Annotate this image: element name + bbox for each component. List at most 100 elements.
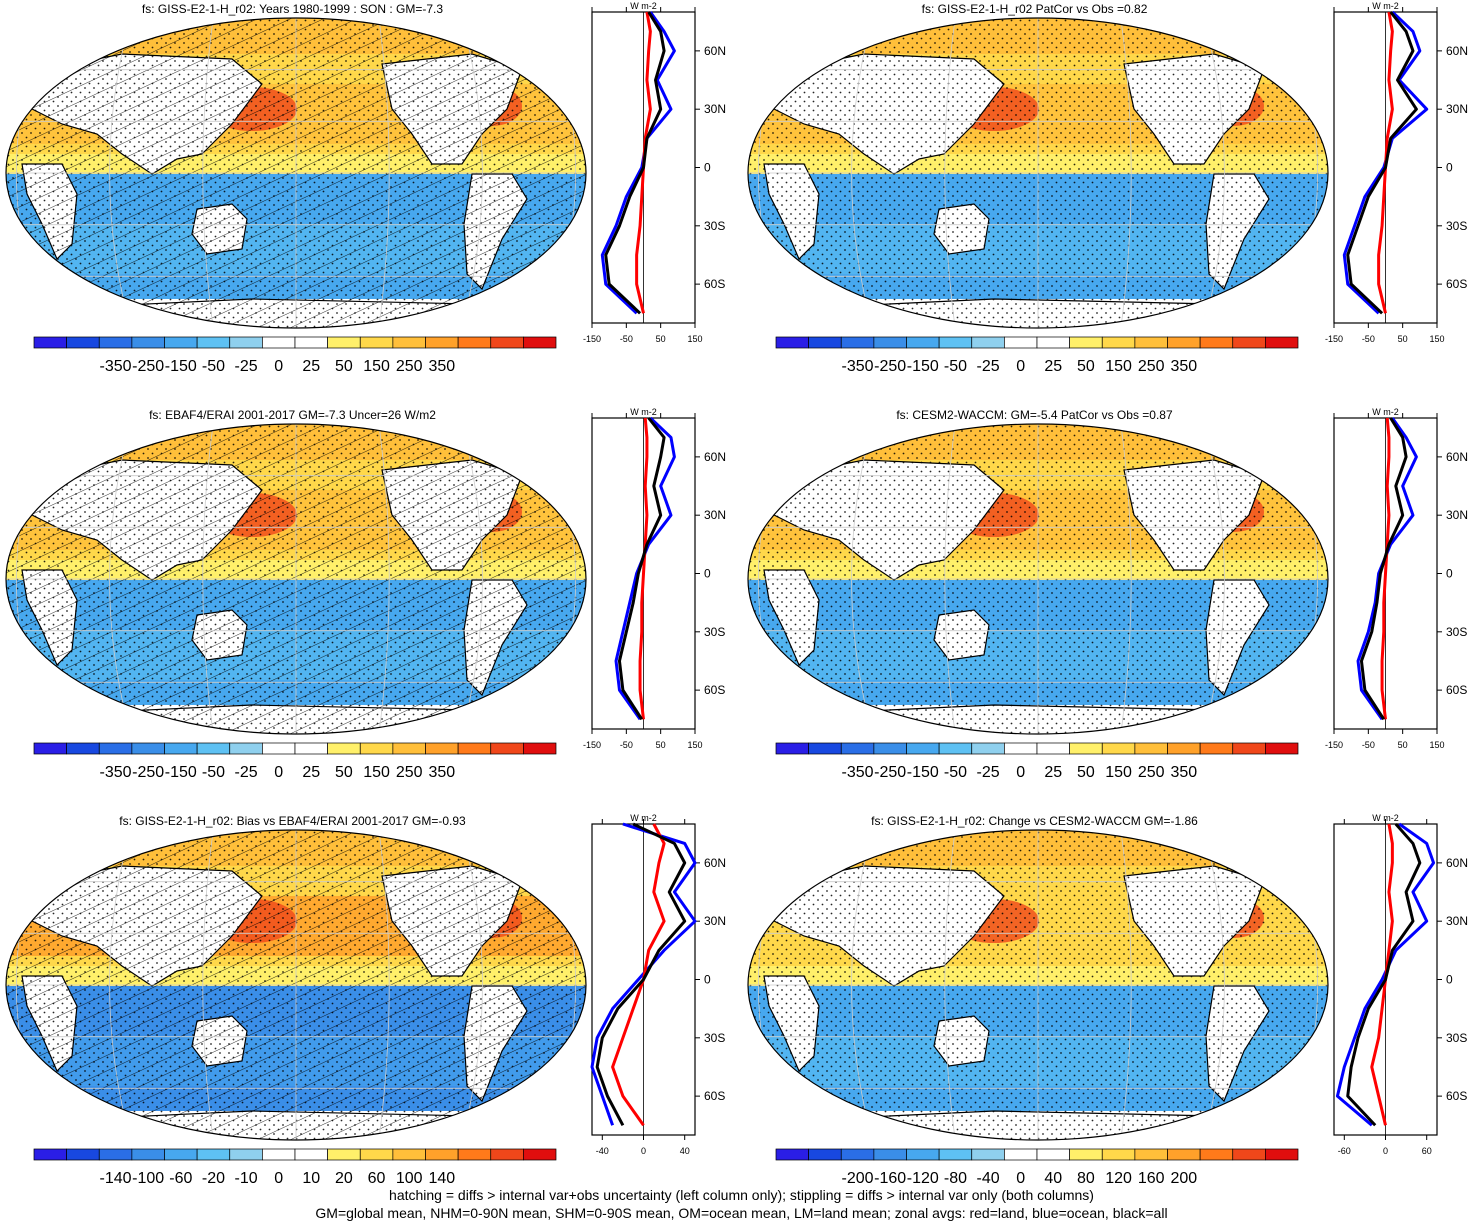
- zonal-ytick-label: 60N: [704, 44, 726, 58]
- colorbar-tick-label: 20: [335, 1170, 353, 1187]
- colorbar-cell: [1036, 1148, 1070, 1161]
- colorbar-cell: [425, 742, 459, 755]
- colorbar-cell: [131, 336, 165, 349]
- colorbar-cell: [164, 1148, 198, 1161]
- colorbar-tick-label: 250: [396, 764, 423, 781]
- colorbar-tick-label: -50: [202, 764, 225, 781]
- world-map: [5, 829, 587, 1141]
- world-map: [747, 423, 1329, 735]
- colorbar: -350 -250 -150 -50 -25 0 25 50 150 250 350: [775, 336, 1299, 375]
- zonal-xtick-label: 50: [1398, 334, 1408, 344]
- graticule-lon: [851, 424, 873, 734]
- colorbar-tick-label: 0: [274, 764, 283, 781]
- colorbar-cell: [775, 1148, 809, 1161]
- colorbar-cell: [1101, 1148, 1136, 1161]
- colorbar-cell: [164, 742, 198, 755]
- colorbar-cell: [873, 336, 907, 349]
- zonal-ytick-label: 60S: [1446, 683, 1467, 697]
- zonal-xtick-label: 50: [1398, 740, 1408, 750]
- zonal-line-all: [595, 822, 687, 1126]
- zonal-xtick-label: 150: [687, 740, 702, 750]
- panel-title: fs: GISS-E2-1-H_r02 PatCor vs Obs =0.82: [921, 2, 1148, 16]
- zonal-line-all: [604, 11, 666, 315]
- colorbar-cell: [196, 1148, 231, 1161]
- colorbar-cell: [1199, 742, 1234, 755]
- colorbar-tick-label: -40: [977, 1170, 1000, 1187]
- colorbar-tick-label: -100: [132, 1170, 164, 1187]
- colorbar-cell: [98, 742, 133, 755]
- colorbar-cell: [457, 742, 492, 755]
- zonal-ytick-label: 0: [1446, 567, 1453, 581]
- colorbar-tick-label: 350: [1170, 358, 1197, 375]
- zonal-ytick-label: 30S: [704, 625, 725, 639]
- colorbar-tick-label: 150: [363, 358, 390, 375]
- colorbar-cell: [938, 742, 973, 755]
- colorbar-tick-label: 25: [1044, 358, 1062, 375]
- zonal-xtick-label: -40: [596, 1146, 609, 1156]
- colorbar-tick-label: -350: [100, 764, 132, 781]
- colorbar-cell: [1036, 336, 1070, 349]
- colorbar-cell: [196, 336, 231, 349]
- colorbar-tick-label: 50: [1077, 764, 1095, 781]
- panel-2: fs: GISS-E2-1-H_r02 PatCor vs Obs =0.82 -…: [742, 0, 1483, 406]
- zonal-mean-plot: W m-2 -40 0 40 60N 30N 0 30S 60S: [590, 813, 726, 1156]
- zonal-ytick-label: 60N: [704, 450, 726, 464]
- colorbar-tick-label: 120: [1105, 1170, 1132, 1187]
- colorbar: -350 -250 -150 -50 -25 0 25 50 150 250 350: [33, 336, 557, 375]
- panel-5: fs: GISS-E2-1-H_r02: Bias vs EBAF4/ERAI …: [0, 812, 741, 1218]
- zonal-mean-plot: W m-2 -150 -50 50 150 60N 30N 0 30S 60S: [1325, 407, 1468, 750]
- colorbar-tick-label: -25: [235, 358, 258, 375]
- colorbar-cell: [775, 742, 809, 755]
- colorbar-cell: [840, 1148, 875, 1161]
- zonal-xtick-label: 150: [687, 334, 702, 344]
- zonal-line-all: [1346, 823, 1422, 1127]
- colorbar-cell: [1004, 336, 1038, 349]
- zonal-mean-plot: W m-2 -150 -50 50 150 60N 30N 0 30S 60S: [583, 407, 726, 750]
- graticule-lon: [1203, 830, 1225, 1140]
- colorbar-cell: [262, 336, 296, 349]
- graticule-lon: [109, 424, 131, 734]
- colorbar-tick-label: 200: [1170, 1170, 1197, 1187]
- colorbar-cell: [164, 336, 198, 349]
- colorbar-cell: [523, 742, 557, 755]
- colorbar-cell: [490, 336, 524, 349]
- panel-6: fs: GISS-E2-1-H_r02: Change vs CESM2-WAC…: [742, 812, 1483, 1218]
- colorbar-cell: [1265, 742, 1299, 755]
- zonal-xtick-label: -150: [1325, 740, 1343, 750]
- zonal-xtick-label: 150: [1429, 740, 1444, 750]
- panel-title: fs: EBAF4/ERAI 2001-2017 GM=-7.3 Uncer=2…: [149, 408, 436, 422]
- graticule-lon: [1203, 424, 1225, 734]
- zonal-ytick-label: 0: [704, 161, 711, 175]
- zonal-units: W m-2: [630, 813, 657, 823]
- zonal-mean-plot: W m-2 -150 -50 50 150 60N 30N 0 30S 60S: [583, 1, 726, 344]
- zonal-line-all: [617, 417, 666, 721]
- colorbar-cell: [971, 1148, 1005, 1161]
- colorbar-cell: [457, 336, 492, 349]
- zonal-ytick-label: 60S: [1446, 277, 1467, 291]
- colorbar-cell: [1265, 1148, 1299, 1161]
- colorbar-tick-label: 0: [1016, 1170, 1025, 1187]
- colorbar-cell: [425, 1148, 459, 1161]
- zonal-xtick-label: -50: [1362, 334, 1375, 344]
- zonal-ytick-label: 30S: [704, 219, 725, 233]
- colorbar-tick-label: 40: [1044, 1170, 1062, 1187]
- colorbar-cell: [1069, 1148, 1103, 1161]
- footer-line-1: hatching = diffs > internal var+obs unce…: [389, 1187, 1094, 1203]
- colorbar-tick-label: -50: [202, 358, 225, 375]
- colorbar-tick-label: -50: [944, 764, 967, 781]
- graticule-lon: [944, 830, 956, 1140]
- colorbar-cell: [66, 1148, 100, 1161]
- colorbar-tick-label: -250: [132, 764, 164, 781]
- zonal-ytick-label: 0: [1446, 161, 1453, 175]
- colorbar-cell: [1004, 742, 1038, 755]
- zonal-xtick-label: -50: [620, 334, 633, 344]
- zonal-xtick-label: 150: [1429, 334, 1444, 344]
- graticule-lon: [944, 424, 956, 734]
- colorbar-cell: [229, 336, 263, 349]
- colorbar-tick-label: 350: [428, 358, 455, 375]
- panel-title: fs: GISS-E2-1-H_r02: Change vs CESM2-WAC…: [871, 814, 1198, 828]
- colorbar-tick-label: 350: [428, 764, 455, 781]
- zonal-xtick-label: 0: [641, 1146, 646, 1156]
- colorbar-cell: [523, 336, 557, 349]
- zonal-ytick-label: 30N: [704, 508, 726, 522]
